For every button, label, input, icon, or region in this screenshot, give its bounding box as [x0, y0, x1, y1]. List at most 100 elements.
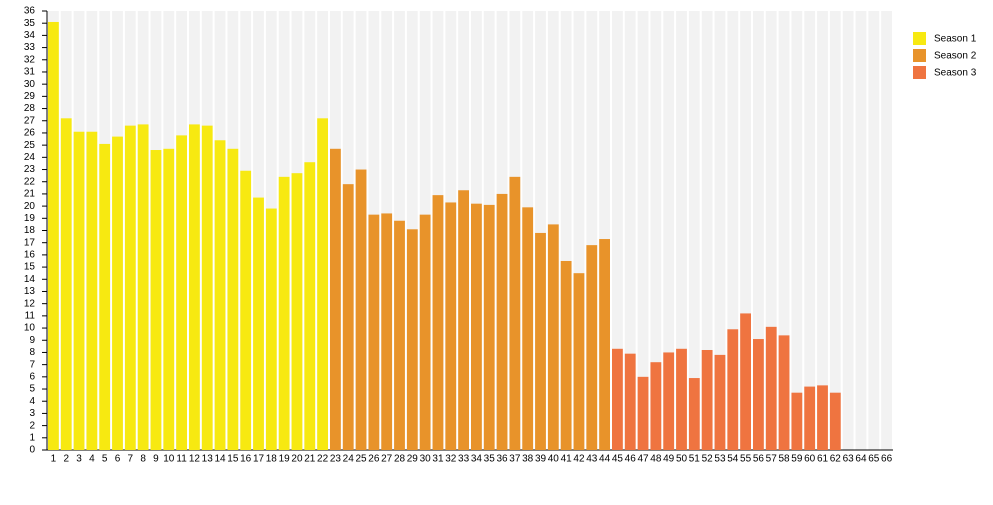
bar — [599, 239, 610, 450]
x-tick-label: 43 — [586, 454, 598, 465]
y-tick-label: 21 — [24, 189, 36, 200]
bar — [394, 220, 405, 450]
y-tick-label: 24 — [24, 152, 36, 163]
x-tick-label: 53 — [714, 454, 726, 465]
bar — [535, 232, 546, 450]
y-tick-label: 19 — [24, 213, 36, 224]
bar — [419, 214, 431, 450]
bar — [727, 329, 739, 450]
bar — [368, 214, 380, 450]
x-tick-label: 58 — [778, 454, 790, 465]
y-tick-label: 13 — [24, 286, 36, 297]
bar — [189, 124, 200, 451]
bar — [637, 376, 649, 450]
band-background — [740, 11, 751, 450]
x-tick-label: 3 — [76, 454, 82, 465]
bar — [137, 124, 149, 451]
bar — [112, 136, 123, 450]
band-background — [817, 11, 828, 450]
bar — [291, 173, 303, 451]
x-tick-label: 57 — [766, 454, 778, 465]
x-tick-label: 59 — [791, 454, 803, 465]
x-tick-label: 25 — [355, 454, 367, 465]
bar — [753, 339, 764, 450]
bar — [150, 150, 162, 450]
bar — [791, 392, 803, 450]
y-tick-label: 3 — [29, 408, 35, 419]
bar — [265, 208, 277, 450]
x-tick-label: 29 — [407, 454, 419, 465]
y-tick-label: 6 — [29, 371, 35, 382]
x-tick-label: 40 — [548, 454, 560, 465]
bar — [663, 352, 675, 450]
bar — [509, 176, 521, 450]
x-tick-label: 50 — [676, 454, 688, 465]
x-tick-label: 11 — [176, 454, 187, 465]
bar — [624, 353, 636, 450]
band-background — [804, 11, 816, 450]
band-background — [586, 11, 598, 450]
y-tick-label: 11 — [25, 311, 36, 322]
legend-swatch — [913, 66, 926, 79]
y-tick-label: 35 — [24, 18, 36, 29]
bar — [740, 313, 751, 450]
bar — [804, 386, 816, 450]
band-background — [560, 11, 572, 450]
x-tick-label: 33 — [458, 454, 470, 465]
bar — [560, 260, 572, 450]
x-tick-label: 16 — [240, 454, 252, 465]
bar — [714, 354, 726, 450]
bar — [445, 202, 457, 450]
x-tick-label: 23 — [330, 454, 342, 465]
x-tick-label: 66 — [881, 454, 893, 465]
x-tick-label: 6 — [115, 454, 121, 465]
bar — [342, 184, 354, 450]
bar — [496, 193, 508, 450]
x-tick-label: 39 — [535, 454, 547, 465]
y-tick-label: 29 — [24, 91, 36, 102]
bar — [612, 348, 623, 450]
bar — [573, 273, 585, 450]
y-tick-label: 4 — [29, 396, 35, 407]
y-tick-label: 28 — [24, 103, 36, 114]
bar — [330, 148, 341, 450]
bar — [99, 143, 111, 451]
y-tick-label: 15 — [24, 262, 36, 273]
y-tick-label: 33 — [24, 42, 36, 53]
x-tick-label: 52 — [702, 454, 714, 465]
band-background — [791, 11, 803, 450]
bar — [547, 224, 559, 450]
y-tick-label: 16 — [24, 250, 36, 261]
bar — [701, 350, 713, 450]
y-tick-label: 34 — [24, 30, 36, 41]
legend-swatch — [913, 49, 926, 62]
band-background — [778, 11, 790, 450]
bar — [650, 362, 662, 450]
x-tick-label: 48 — [650, 454, 662, 465]
x-tick-label: 2 — [63, 454, 69, 465]
y-tick-label: 22 — [24, 176, 36, 187]
y-tick-label: 18 — [24, 225, 36, 236]
legend-label: Season 1 — [934, 34, 977, 45]
x-tick-label: 21 — [304, 454, 316, 465]
bar — [176, 135, 187, 450]
bar — [817, 385, 828, 450]
x-tick-label: 63 — [843, 454, 855, 465]
x-tick-label: 60 — [804, 454, 816, 465]
x-tick-label: 22 — [317, 454, 329, 465]
band-background — [650, 11, 662, 450]
x-tick-label: 55 — [740, 454, 752, 465]
bar — [201, 125, 213, 450]
band-background — [714, 11, 726, 450]
bar — [48, 21, 59, 450]
x-tick-label: 31 — [432, 454, 444, 465]
x-tick-label: 47 — [637, 454, 649, 465]
bar — [829, 392, 841, 450]
band-background — [637, 11, 649, 450]
legend-swatch — [913, 32, 926, 45]
x-tick-label: 56 — [753, 454, 765, 465]
y-tick-label: 2 — [29, 420, 35, 431]
x-tick-label: 44 — [599, 454, 611, 465]
x-tick-label: 38 — [522, 454, 534, 465]
